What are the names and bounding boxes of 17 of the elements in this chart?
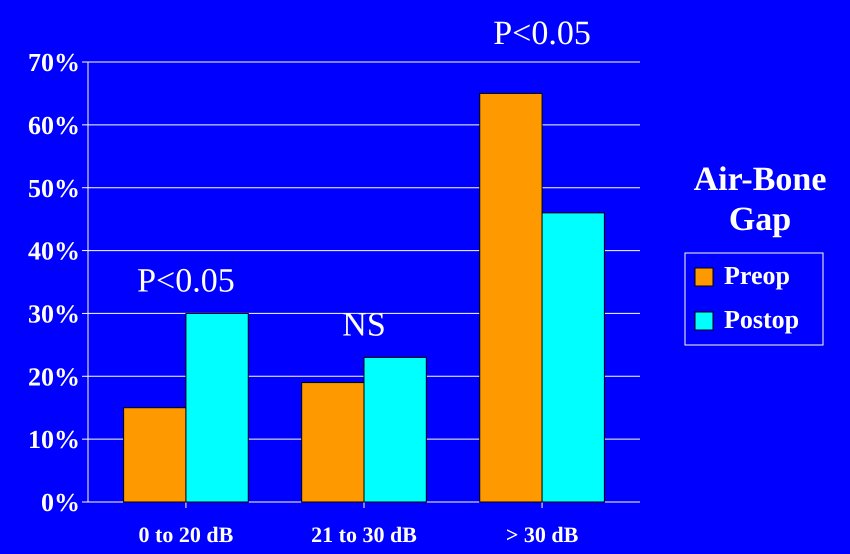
y-tick-label: 20% <box>28 362 80 392</box>
legend-title: Air-Bone Gap <box>694 161 826 238</box>
annotation: P<0.05 <box>137 262 235 300</box>
legend-label: Postop <box>724 305 800 334</box>
x-tick-label: > 30 dB <box>506 522 579 547</box>
y-tick-label: 70% <box>28 48 80 78</box>
y-tick-label: 0% <box>41 488 80 518</box>
y-tick-label: 60% <box>28 110 80 140</box>
x-tick-label: 0 to 20 dB <box>138 522 234 547</box>
y-tick-label: 40% <box>28 236 80 266</box>
legend-label: Preop <box>724 261 790 290</box>
annotation: NS <box>342 306 386 344</box>
x-tick-label: 21 to 30 dB <box>311 522 418 547</box>
text: P<0.05 <box>493 15 591 52</box>
y-tick-label: 10% <box>28 425 80 454</box>
y-tick-label: 30% <box>28 300 80 329</box>
y-tick-label: 50% <box>28 174 80 203</box>
